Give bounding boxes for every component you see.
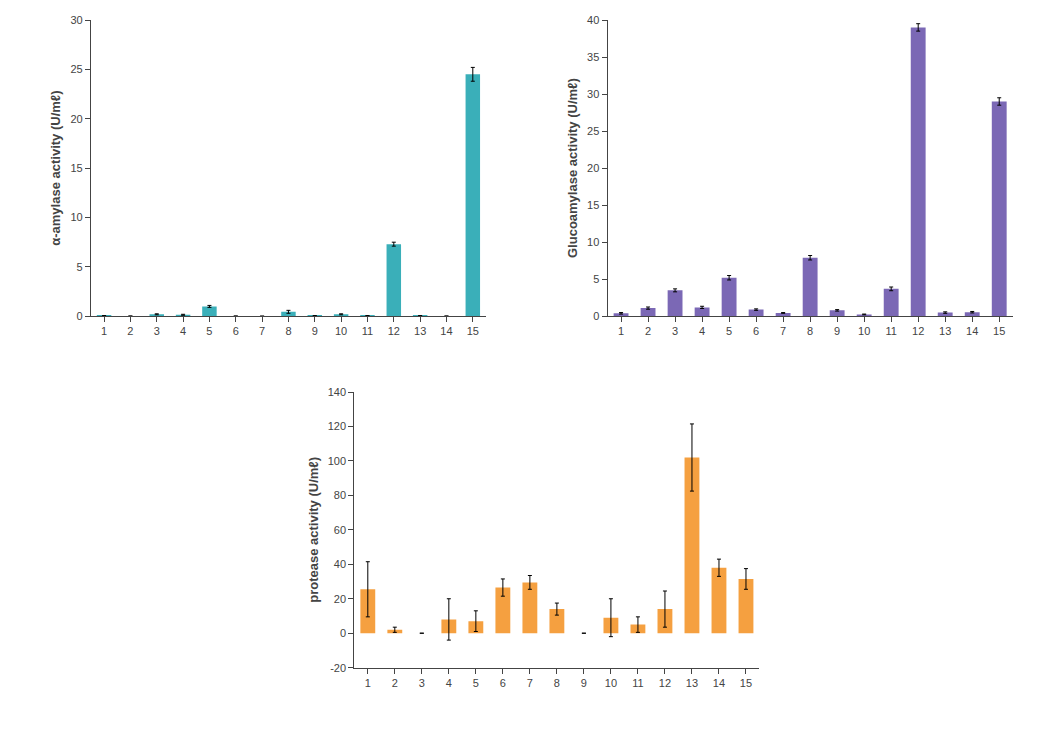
svg-text:8: 8 — [285, 325, 291, 337]
svg-text:9: 9 — [581, 677, 587, 689]
svg-text:4: 4 — [446, 677, 452, 689]
svg-text:11: 11 — [885, 325, 896, 337]
svg-text:9: 9 — [312, 325, 318, 337]
svg-text:13: 13 — [939, 325, 951, 337]
svg-text:2: 2 — [392, 677, 398, 689]
svg-text:5: 5 — [77, 261, 83, 273]
svg-text:5: 5 — [726, 325, 732, 337]
svg-text:15: 15 — [740, 677, 752, 689]
svg-text:25: 25 — [587, 125, 599, 137]
svg-text:40: 40 — [334, 558, 346, 570]
svg-text:8: 8 — [807, 325, 813, 337]
svg-text:8: 8 — [554, 677, 560, 689]
svg-text:11: 11 — [632, 677, 643, 689]
svg-text:10: 10 — [70, 211, 82, 223]
svg-text:30: 30 — [70, 14, 82, 26]
svg-text:3: 3 — [672, 325, 678, 337]
svg-text:10: 10 — [605, 677, 617, 689]
svg-text:80: 80 — [334, 489, 346, 501]
svg-text:4: 4 — [180, 325, 186, 337]
svg-text:6: 6 — [753, 325, 759, 337]
svg-text:7: 7 — [527, 677, 533, 689]
svg-text:7: 7 — [780, 325, 786, 337]
svg-text:20: 20 — [70, 113, 82, 125]
svg-text:35: 35 — [587, 51, 599, 63]
svg-text:protease activity (U/mℓ): protease activity (U/mℓ) — [306, 457, 321, 603]
svg-text:11: 11 — [362, 325, 373, 337]
svg-text:1: 1 — [365, 677, 371, 689]
svg-text:1: 1 — [618, 325, 624, 337]
svg-text:25: 25 — [70, 63, 82, 75]
svg-text:0: 0 — [340, 627, 346, 639]
svg-text:140: 140 — [328, 386, 346, 398]
svg-text:7: 7 — [259, 325, 265, 337]
svg-text:100: 100 — [328, 455, 346, 467]
svg-text:1: 1 — [101, 325, 107, 337]
svg-text:9: 9 — [834, 325, 840, 337]
svg-text:-20: -20 — [330, 662, 346, 674]
svg-text:2: 2 — [127, 325, 133, 337]
svg-text:120: 120 — [328, 420, 346, 432]
svg-text:5: 5 — [206, 325, 212, 337]
svg-text:α-amylase activity (U/mℓ): α-amylase activity (U/mℓ) — [48, 91, 63, 246]
svg-text:3: 3 — [419, 677, 425, 689]
svg-text:14: 14 — [440, 325, 452, 337]
svg-text:5: 5 — [593, 273, 599, 285]
svg-text:3: 3 — [154, 325, 160, 337]
svg-text:0: 0 — [77, 310, 83, 322]
svg-text:2: 2 — [645, 325, 651, 337]
svg-text:30: 30 — [587, 88, 599, 100]
svg-text:12: 12 — [659, 677, 671, 689]
svg-text:10: 10 — [335, 325, 347, 337]
svg-text:15: 15 — [467, 325, 479, 337]
svg-text:40: 40 — [587, 14, 599, 26]
svg-text:60: 60 — [334, 524, 346, 536]
svg-text:12: 12 — [388, 325, 400, 337]
svg-text:14: 14 — [966, 325, 978, 337]
svg-text:13: 13 — [686, 677, 698, 689]
svg-text:15: 15 — [993, 325, 1005, 337]
svg-text:4: 4 — [699, 325, 705, 337]
svg-text:10: 10 — [587, 236, 599, 248]
svg-text:20: 20 — [587, 162, 599, 174]
svg-text:12: 12 — [912, 325, 924, 337]
svg-text:15: 15 — [70, 162, 82, 174]
svg-text:6: 6 — [233, 325, 239, 337]
svg-text:5: 5 — [473, 677, 479, 689]
svg-text:6: 6 — [500, 677, 506, 689]
svg-text:20: 20 — [334, 593, 346, 605]
svg-text:10: 10 — [858, 325, 870, 337]
svg-text:15: 15 — [587, 199, 599, 211]
svg-text:0: 0 — [593, 310, 599, 322]
svg-text:Glucoamylase activity (U/mℓ): Glucoamylase activity (U/mℓ) — [565, 78, 580, 258]
svg-text:14: 14 — [713, 677, 725, 689]
svg-text:13: 13 — [414, 325, 426, 337]
